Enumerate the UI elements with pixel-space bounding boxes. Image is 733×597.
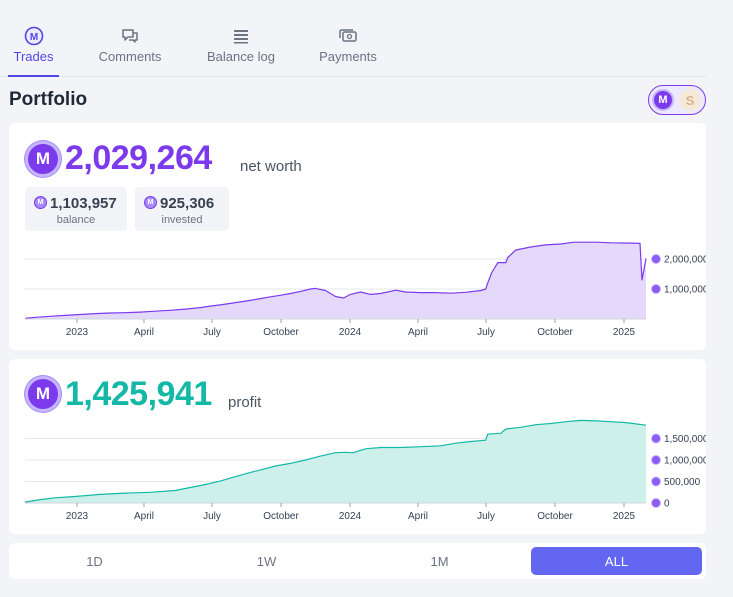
range-1d-button[interactable]: 1D: [86, 553, 103, 569]
series-line: [24, 419, 647, 503]
payments-icon: [338, 26, 358, 46]
profit-chart: 1,500,000 1,000,000 500,000 0 2023 April July O…: [24, 419, 706, 522]
x-tick-label: April: [134, 511, 154, 522]
y-tick-label: 1,000,000: [664, 456, 706, 467]
series-area: [25, 420, 646, 503]
networth-caption: net worth: [240, 158, 302, 175]
x-tick-label: 2025: [613, 327, 636, 338]
x-tick-label: October: [263, 511, 299, 522]
tab-balance-log[interactable]: Balance log: [201, 26, 281, 76]
tab-comments[interactable]: Comments: [92, 26, 168, 76]
x-tick-label: October: [263, 327, 299, 338]
time-range-selector: 1D 1W 1M ALL: [9, 543, 706, 579]
x-tick-label: July: [477, 511, 495, 522]
tab-trades-label: Trades: [13, 49, 54, 64]
profit-value: 1,425,941: [65, 375, 212, 413]
x-tick-label: 2024: [339, 327, 362, 338]
profile-tabs: M Trades Comments Balance log Payments: [0, 0, 706, 77]
currency-toggle[interactable]: M S: [648, 85, 706, 115]
svg-text:M: M: [29, 32, 37, 43]
x-tick-label: July: [203, 327, 221, 338]
balance-stat: M 1,103,957 balance: [25, 187, 127, 231]
series-line: [24, 241, 647, 319]
cash-coin-icon[interactable]: S: [679, 89, 701, 111]
networth-card: M 2,029,264 net worth M 1,103,957 balanc…: [9, 123, 706, 350]
invested-label: invested: [161, 214, 203, 226]
mana-coin-icon: [651, 433, 661, 444]
balance-label: balance: [56, 214, 96, 226]
portfolio-title: Portfolio: [9, 89, 88, 110]
y-tick-label: 1,500,000: [664, 434, 706, 445]
tab-payments[interactable]: Payments: [314, 26, 382, 76]
mana-coin-icon: M: [24, 26, 44, 46]
invested-stat: M 925,306 invested: [135, 187, 229, 231]
tab-comments-label: Comments: [98, 49, 162, 64]
mana-coin-icon: [651, 455, 661, 465]
x-tick-label: 2023: [66, 511, 89, 522]
y-tick-label: 500,000: [664, 477, 701, 488]
y-tick-label: 2,000,000: [664, 255, 706, 266]
profit-caption: profit: [228, 394, 262, 411]
x-tick-label: April: [408, 511, 428, 522]
y-tick-label: 1,000,000: [664, 285, 706, 296]
tab-balance-log-label: Balance log: [207, 49, 275, 64]
tab-trades[interactable]: M Trades: [8, 26, 59, 77]
x-tick-label: October: [537, 327, 573, 338]
networth-chart: 2,000,000 1,000,000 2023 April July October 20…: [24, 241, 706, 338]
comments-icon: [120, 26, 140, 46]
mana-coin-icon[interactable]: M: [652, 89, 674, 111]
range-1w-button[interactable]: 1W: [256, 553, 277, 569]
range-1m-button[interactable]: 1M: [430, 553, 449, 569]
x-tick-label: July: [203, 511, 221, 522]
mana-coin-icon: [651, 476, 661, 487]
x-tick-label: October: [537, 511, 573, 522]
mana-coin-icon: M: [34, 196, 47, 209]
mana-coin-icon: M: [144, 196, 157, 209]
range-all-button[interactable]: ALL: [531, 547, 702, 575]
x-tick-label: 2024: [339, 511, 362, 522]
mana-coin-icon: [651, 254, 661, 264]
x-tick-label: April: [134, 327, 154, 338]
mana-coin-icon: [651, 284, 661, 294]
series-area: [25, 242, 646, 319]
balance-value: 1,103,957: [50, 195, 117, 212]
y-tick-label: 0: [664, 499, 670, 510]
x-tick-label: July: [477, 327, 495, 338]
profit-card: M 1,425,941 profit 1,500,000 1,000,000 500…: [9, 359, 706, 534]
x-tick-label: April: [408, 327, 428, 338]
mana-coin-icon: M: [25, 376, 61, 412]
networth-value: 2,029,264: [65, 139, 212, 177]
x-tick-label: 2025: [613, 511, 636, 522]
list-icon: [231, 26, 251, 46]
x-tick-label: 2023: [66, 327, 89, 338]
mana-coin-icon: [651, 498, 661, 508]
tab-payments-label: Payments: [319, 49, 377, 64]
invested-value: 925,306: [160, 195, 215, 212]
mana-coin-icon: M: [25, 141, 61, 177]
